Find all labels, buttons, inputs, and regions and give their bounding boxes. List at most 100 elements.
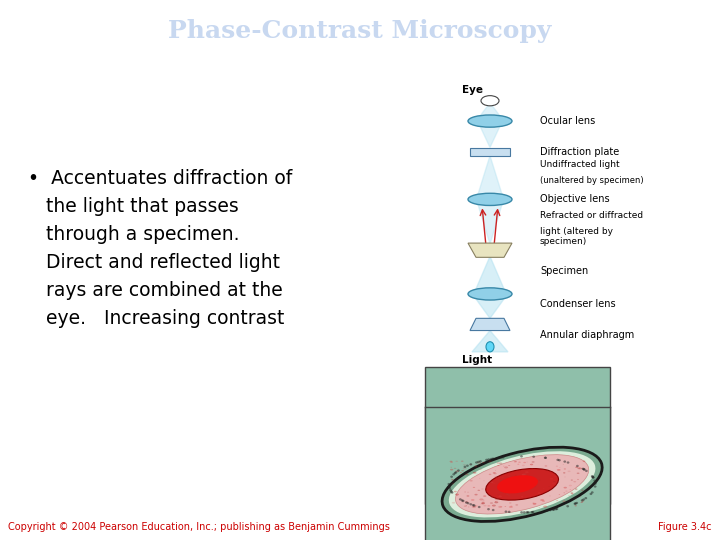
Ellipse shape bbox=[467, 495, 469, 497]
Ellipse shape bbox=[464, 505, 467, 507]
Ellipse shape bbox=[485, 458, 488, 461]
Ellipse shape bbox=[575, 488, 577, 490]
Ellipse shape bbox=[468, 193, 512, 206]
Ellipse shape bbox=[557, 469, 561, 471]
Ellipse shape bbox=[461, 461, 464, 462]
Ellipse shape bbox=[583, 468, 586, 471]
Ellipse shape bbox=[508, 480, 510, 481]
Ellipse shape bbox=[544, 457, 547, 459]
Ellipse shape bbox=[505, 480, 508, 482]
Ellipse shape bbox=[581, 490, 583, 491]
Ellipse shape bbox=[490, 482, 492, 483]
Ellipse shape bbox=[552, 508, 555, 511]
Ellipse shape bbox=[482, 502, 485, 503]
Ellipse shape bbox=[473, 504, 476, 507]
Ellipse shape bbox=[449, 451, 595, 517]
Ellipse shape bbox=[509, 502, 511, 504]
Ellipse shape bbox=[451, 478, 452, 479]
Ellipse shape bbox=[531, 468, 533, 469]
Ellipse shape bbox=[495, 476, 497, 478]
Ellipse shape bbox=[483, 495, 486, 497]
Ellipse shape bbox=[521, 489, 523, 491]
Polygon shape bbox=[478, 156, 502, 194]
Ellipse shape bbox=[582, 501, 584, 502]
Ellipse shape bbox=[518, 492, 521, 494]
Ellipse shape bbox=[594, 485, 597, 488]
Ellipse shape bbox=[482, 462, 485, 463]
Ellipse shape bbox=[576, 465, 579, 467]
Ellipse shape bbox=[490, 482, 493, 483]
Ellipse shape bbox=[581, 499, 583, 502]
Ellipse shape bbox=[531, 482, 536, 484]
Ellipse shape bbox=[532, 456, 535, 458]
Ellipse shape bbox=[557, 458, 559, 461]
Ellipse shape bbox=[510, 505, 512, 507]
Ellipse shape bbox=[517, 474, 521, 476]
Ellipse shape bbox=[462, 501, 464, 503]
Ellipse shape bbox=[466, 464, 469, 467]
Ellipse shape bbox=[452, 483, 454, 484]
Ellipse shape bbox=[518, 479, 519, 480]
Text: Copyright © 2004 Pearson Education, Inc.; publishing as Benjamin Cummings: Copyright © 2004 Pearson Education, Inc.… bbox=[8, 522, 390, 532]
Ellipse shape bbox=[472, 506, 476, 508]
Ellipse shape bbox=[575, 505, 577, 507]
Ellipse shape bbox=[577, 479, 579, 480]
Ellipse shape bbox=[590, 493, 593, 495]
Ellipse shape bbox=[491, 496, 494, 498]
Ellipse shape bbox=[478, 506, 480, 508]
Ellipse shape bbox=[508, 489, 510, 491]
Ellipse shape bbox=[581, 468, 582, 469]
Ellipse shape bbox=[494, 473, 497, 475]
Ellipse shape bbox=[591, 491, 594, 494]
Ellipse shape bbox=[570, 492, 573, 494]
Ellipse shape bbox=[492, 504, 496, 507]
Ellipse shape bbox=[529, 485, 531, 486]
Polygon shape bbox=[480, 126, 500, 147]
Ellipse shape bbox=[540, 499, 544, 501]
Ellipse shape bbox=[541, 503, 543, 504]
Ellipse shape bbox=[592, 476, 595, 478]
Polygon shape bbox=[468, 243, 512, 258]
Text: •  Accentuates diffraction of
   the light that passes
   through a specimen.
  : • Accentuates diffraction of the light t… bbox=[28, 169, 292, 328]
Ellipse shape bbox=[507, 494, 510, 495]
Ellipse shape bbox=[463, 468, 467, 469]
Ellipse shape bbox=[568, 495, 570, 496]
Ellipse shape bbox=[468, 288, 512, 300]
Text: (unaltered by specimen): (unaltered by specimen) bbox=[540, 176, 644, 185]
Ellipse shape bbox=[487, 505, 490, 507]
Ellipse shape bbox=[567, 470, 570, 472]
Ellipse shape bbox=[452, 473, 455, 476]
Ellipse shape bbox=[526, 511, 528, 514]
FancyBboxPatch shape bbox=[470, 147, 510, 156]
Ellipse shape bbox=[571, 480, 573, 481]
Ellipse shape bbox=[474, 494, 477, 495]
Ellipse shape bbox=[553, 481, 556, 482]
Ellipse shape bbox=[458, 468, 459, 469]
Ellipse shape bbox=[454, 472, 456, 474]
Ellipse shape bbox=[469, 464, 472, 465]
Text: Objective lens: Objective lens bbox=[540, 194, 610, 204]
Ellipse shape bbox=[462, 470, 464, 471]
Text: Light: Light bbox=[462, 355, 492, 365]
Ellipse shape bbox=[490, 458, 492, 460]
Ellipse shape bbox=[507, 490, 510, 492]
Ellipse shape bbox=[498, 457, 500, 459]
Ellipse shape bbox=[539, 480, 541, 481]
Ellipse shape bbox=[531, 461, 535, 463]
Ellipse shape bbox=[518, 462, 521, 463]
Ellipse shape bbox=[515, 475, 516, 476]
Ellipse shape bbox=[486, 342, 494, 352]
Ellipse shape bbox=[505, 506, 506, 507]
Ellipse shape bbox=[523, 462, 526, 463]
Ellipse shape bbox=[554, 476, 557, 477]
Ellipse shape bbox=[592, 476, 595, 478]
Ellipse shape bbox=[543, 488, 544, 489]
Ellipse shape bbox=[580, 496, 581, 497]
Ellipse shape bbox=[531, 511, 534, 513]
Text: (c) Phase-contrast: (c) Phase-contrast bbox=[467, 519, 568, 530]
Ellipse shape bbox=[480, 498, 483, 501]
Ellipse shape bbox=[577, 472, 580, 474]
Ellipse shape bbox=[488, 461, 492, 462]
Ellipse shape bbox=[523, 480, 526, 481]
Ellipse shape bbox=[575, 502, 578, 504]
